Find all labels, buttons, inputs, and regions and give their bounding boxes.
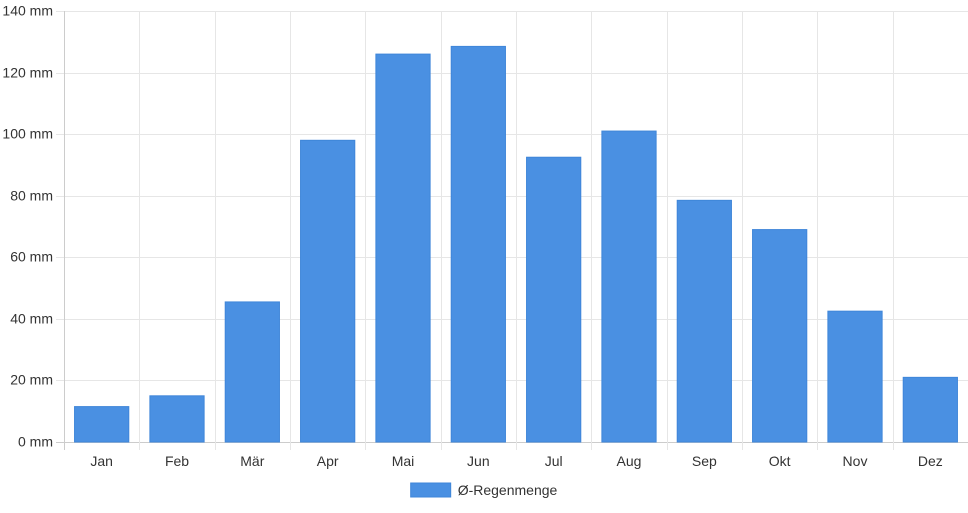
x-tick-label: Nov — [843, 453, 868, 469]
bar-feb — [149, 395, 205, 443]
x-tick-label: Jan — [90, 453, 113, 469]
x-tick-label: Feb — [165, 453, 189, 469]
bar-sep — [676, 199, 732, 443]
bar-jan — [74, 406, 130, 443]
x-tick-label: Okt — [769, 453, 791, 469]
y-tick-label: 80 mm — [10, 188, 53, 204]
legend-swatch — [410, 482, 452, 498]
x-tick-label: Apr — [317, 453, 339, 469]
x-tick-label: Dez — [918, 453, 943, 469]
bar-jun — [450, 45, 506, 443]
y-tick-label: 40 mm — [10, 311, 53, 327]
x-tick-label: Sep — [692, 453, 717, 469]
bar-aug — [601, 130, 657, 443]
y-tick-label: 120 mm — [2, 65, 53, 81]
x-tick-label: Mär — [240, 453, 264, 469]
bar-nov — [827, 310, 883, 443]
y-tick-label: 140 mm — [2, 3, 53, 19]
x-tick-label: Jun — [467, 453, 490, 469]
y-tick-label: 0 mm — [18, 434, 53, 450]
y-tick-label: 100 mm — [2, 126, 53, 142]
bar-mär — [224, 301, 280, 443]
legend-label: Ø-Regenmenge — [458, 482, 558, 498]
bar-jul — [526, 156, 582, 443]
x-tick-label: Jul — [545, 453, 563, 469]
bar-mai — [375, 53, 431, 443]
y-tick-label: 60 mm — [10, 249, 53, 265]
bar-apr — [300, 139, 356, 443]
y-tick-label: 20 mm — [10, 372, 53, 388]
x-tick-label: Aug — [617, 453, 642, 469]
x-tick-label: Mai — [392, 453, 415, 469]
bar-dez — [902, 376, 958, 443]
bar-okt — [752, 229, 808, 443]
